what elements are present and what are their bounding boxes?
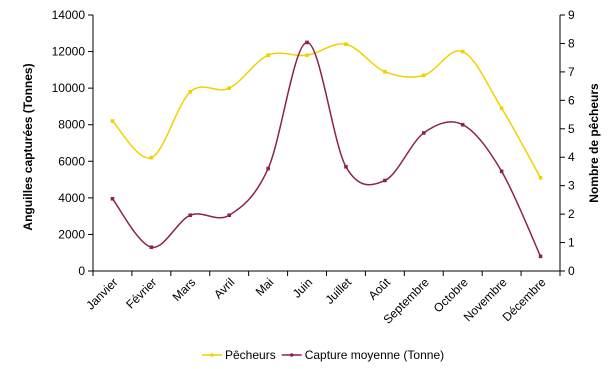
data-point-capture-moyenne-tonne-avril — [227, 213, 232, 218]
right-y-tick-label: 0 — [568, 264, 575, 278]
data-point-pecheurs-novembre — [499, 106, 504, 111]
x-tick-label-juillet: Juillet — [322, 275, 354, 307]
data-point-pecheurs-janvier — [110, 119, 115, 123]
legend-marker-capture — [289, 353, 294, 357]
data-point-pecheurs-octobre — [460, 49, 465, 54]
left-y-tick-label: 4000 — [58, 191, 85, 205]
data-point-pecheurs-fevrier — [149, 155, 154, 160]
legend-marker-pecheurs — [210, 353, 214, 357]
x-tick-label-fevrier: Février — [123, 275, 159, 311]
x-tick-label-juin: Juin — [290, 275, 315, 300]
data-point-pecheurs-avril — [227, 86, 232, 90]
y-axis-right-title: Nombre de pêcheurs — [587, 83, 601, 203]
right-y-tick-label: 1 — [568, 236, 575, 250]
right-y-tick-label: 7 — [568, 65, 575, 79]
right-y-tick-label: 2 — [568, 207, 575, 221]
right-y-tick-label: 6 — [568, 93, 575, 107]
right-y-tick-label: 4 — [568, 150, 575, 164]
legend-label-capture: Capture moyenne (Tonne) — [305, 348, 444, 362]
left-y-tick-label: 6000 — [58, 154, 85, 168]
left-y-tick-label: 14000 — [52, 8, 86, 22]
data-point-capture-moyenne-tonne-janvier — [110, 196, 115, 201]
series-line-pecheurs — [111, 43, 542, 179]
ticks: 0 2000 4000 6000 8000 10000 12000 14000 0 1 2 3 4 5 6 7… — [52, 8, 575, 327]
legend: Pêcheurs Capture moyenne (Tonne) — [202, 348, 444, 362]
data-point-pecheurs-mars — [188, 90, 193, 94]
left-y-tick-label: 0 — [78, 264, 85, 278]
series-line-capture-moyenne-tonne — [111, 41, 542, 257]
series-points — [110, 40, 543, 259]
legend-label-pecheurs: Pêcheurs — [225, 348, 276, 362]
right-y-tick-label: 5 — [568, 122, 575, 136]
data-point-capture-moyenne-tonne-decembre — [538, 254, 543, 259]
right-y-tick-label: 3 — [568, 179, 575, 193]
data-point-capture-moyenne-tonne-juillet — [344, 164, 348, 169]
x-tick-label-mai: Mai — [253, 275, 277, 299]
data-point-capture-moyenne-tonne-juin — [305, 40, 309, 45]
left-y-tick-label: 2000 — [58, 227, 85, 241]
x-tick-label-mars: Mars — [170, 275, 199, 304]
data-point-capture-moyenne-tonne-fevrier — [149, 245, 154, 250]
data-point-pecheurs-aout — [383, 69, 387, 74]
series-lines — [111, 41, 542, 257]
data-point-capture-moyenne-tonne-mai — [266, 166, 270, 171]
left-y-tick-label: 10000 — [52, 81, 86, 95]
left-y-tick-label: 12000 — [52, 45, 86, 59]
data-point-pecheurs-juillet — [344, 42, 348, 47]
x-tick-label-aout: Août — [366, 275, 394, 303]
data-point-capture-moyenne-tonne-octobre — [460, 122, 465, 127]
left-y-tick-label: 8000 — [58, 118, 85, 132]
data-point-pecheurs-mai — [266, 53, 270, 58]
data-point-capture-moyenne-tonne-septembre — [421, 131, 426, 135]
right-y-tick-label: 8 — [568, 36, 575, 50]
y-axis-left-title: Anguilles capturées (Tonnes) — [21, 63, 35, 230]
right-y-tick-label: 9 — [568, 8, 575, 22]
data-point-pecheurs-decembre — [538, 175, 543, 180]
x-tick-label-avril: Avril — [211, 275, 237, 301]
data-point-pecheurs-juin — [305, 53, 309, 58]
data-point-capture-moyenne-tonne-aout — [383, 178, 387, 183]
x-tick-label-janvier: Janvier — [83, 275, 120, 312]
data-point-capture-moyenne-tonne-novembre — [499, 169, 504, 174]
data-point-pecheurs-septembre — [421, 73, 426, 78]
data-point-capture-moyenne-tonne-mars — [188, 213, 193, 218]
